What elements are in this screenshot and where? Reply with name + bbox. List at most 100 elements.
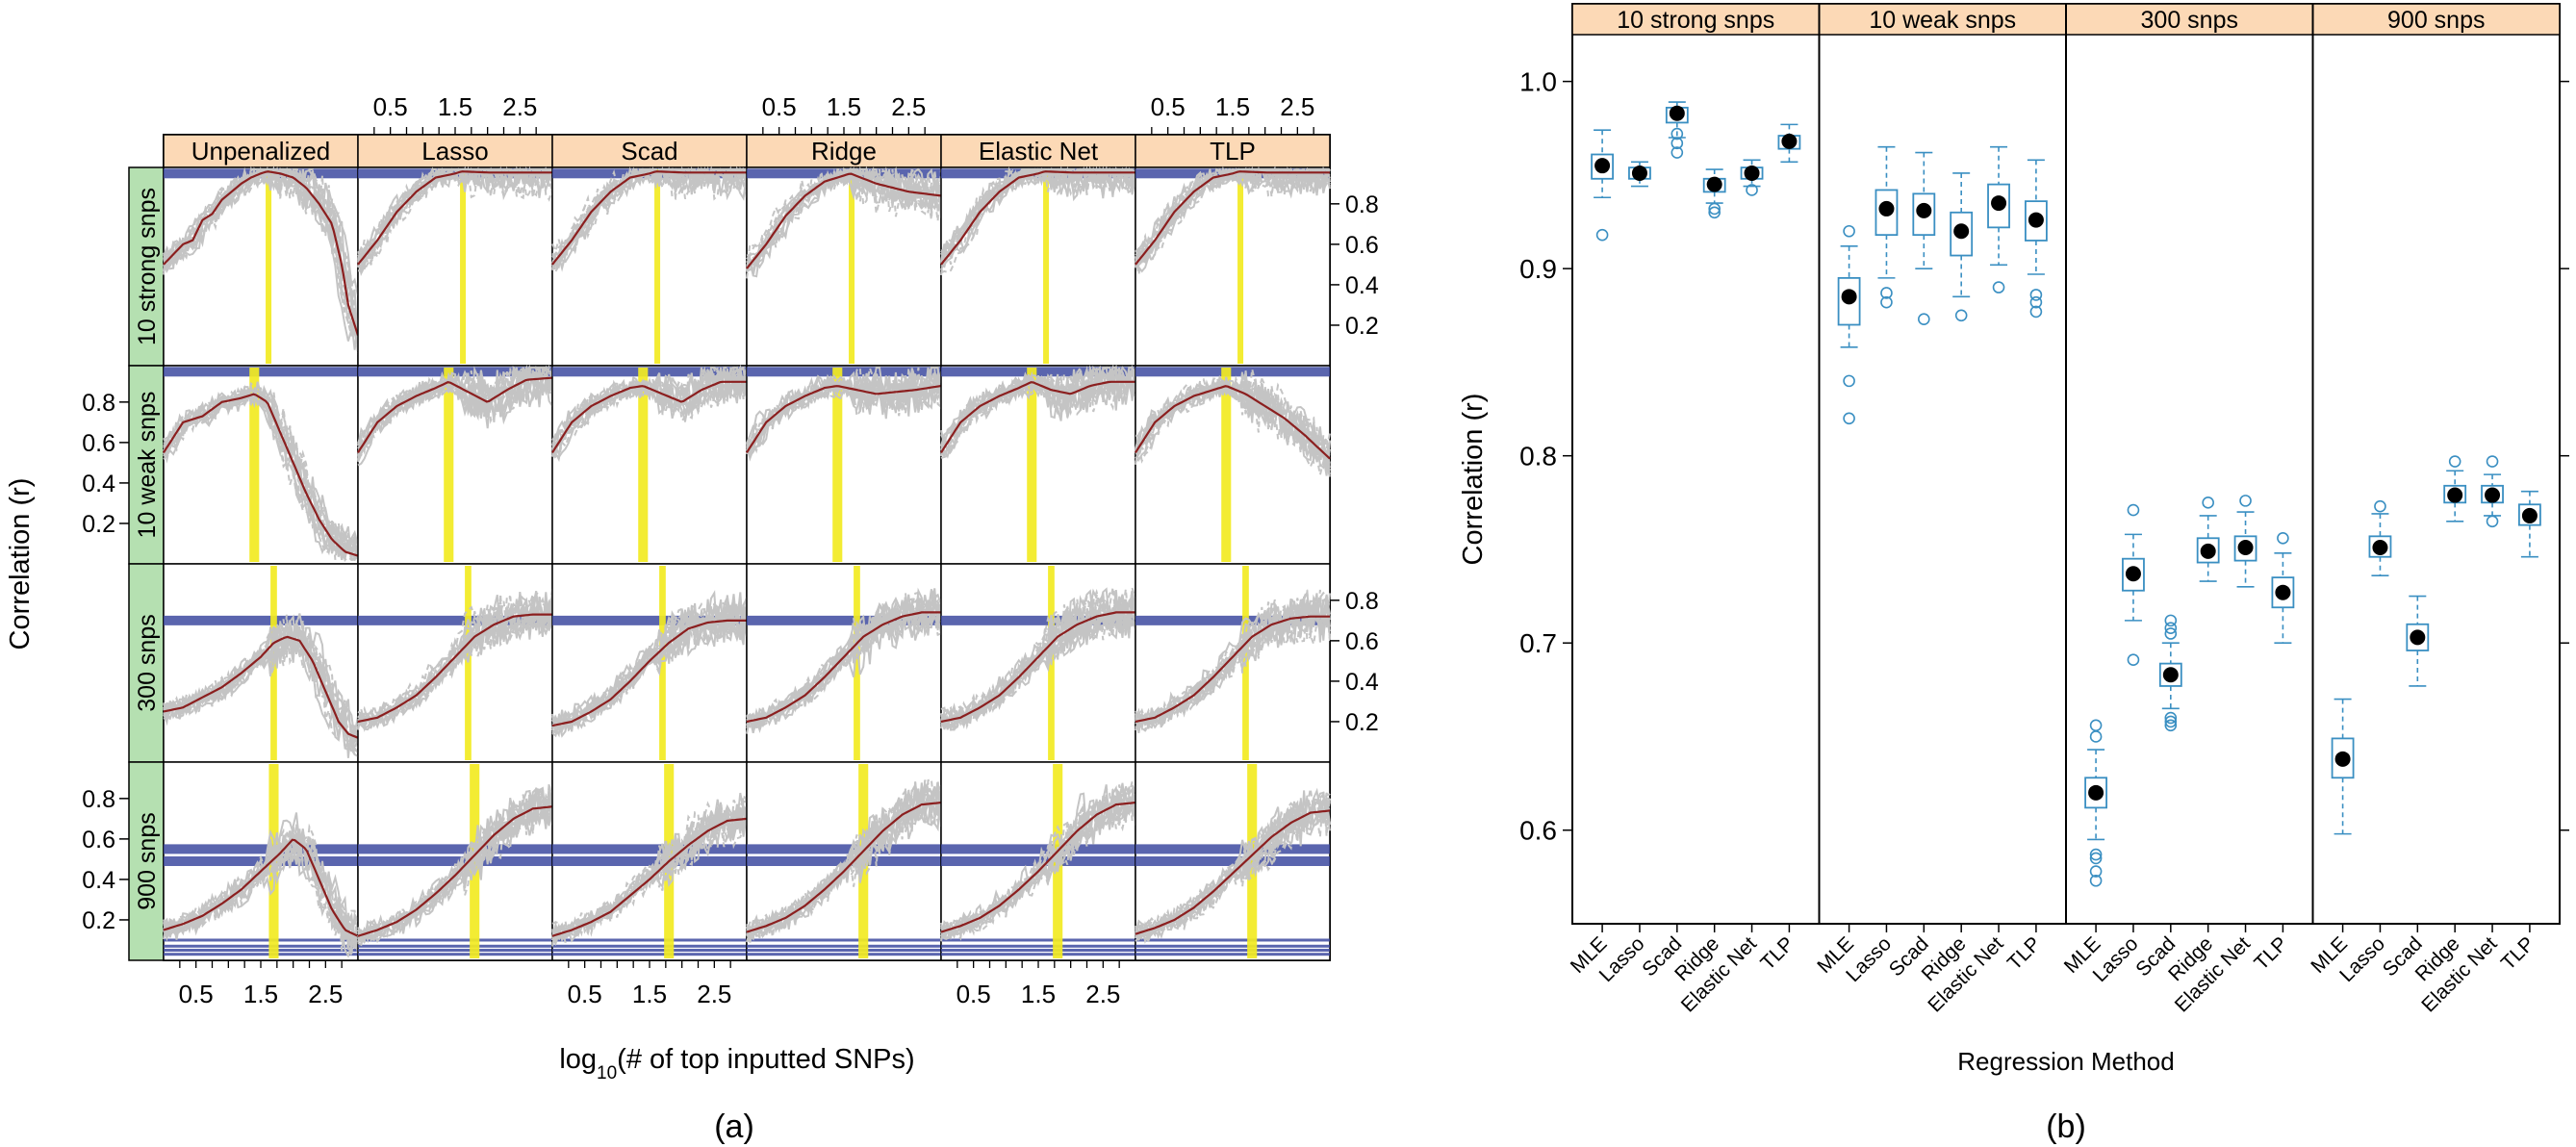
box-10-weak-snps-ridge	[1950, 172, 1974, 322]
replicate-curve	[940, 796, 1136, 941]
cell-10-weak-snps-lasso	[357, 364, 553, 565]
outlier-point	[1918, 313, 1930, 325]
replicate-curve	[746, 167, 942, 276]
replicate-curve	[357, 167, 552, 272]
mean-curve	[163, 170, 360, 336]
replicate-curve	[940, 368, 1136, 456]
median-point	[2275, 584, 2291, 600]
outlier-point	[1843, 412, 1855, 425]
replicate-curve	[940, 166, 1136, 274]
mean-curve	[1135, 809, 1331, 935]
strip-label-10-weak-snps: 10 weak snps	[1869, 7, 2016, 34]
cell-10-weak-snps-ridge	[746, 364, 942, 565]
y-tick-label: 0.7	[1519, 628, 1557, 658]
x-tick-label-tlp: TLP	[2250, 932, 2291, 974]
strip-label-scad: Scad	[621, 137, 677, 166]
optimum-bar	[460, 169, 467, 364]
replicate-curve	[746, 784, 942, 933]
replicate-curve	[357, 366, 552, 455]
replicate-curve	[551, 600, 748, 734]
strip-tlp	[1135, 134, 1331, 168]
replicate-curve	[357, 588, 553, 728]
box-10-weak-snps-mle	[1837, 224, 1861, 425]
x-tick-label: 1.5	[1215, 92, 1250, 121]
blue-band	[552, 953, 747, 956]
outlier-point	[2277, 531, 2289, 545]
row-strip-900-snps	[128, 761, 165, 961]
mean-curve	[163, 838, 359, 937]
replicate-curve	[551, 367, 748, 457]
blue-band	[164, 615, 358, 625]
y-tick-label: 0.2	[82, 907, 115, 934]
replicate-curve	[746, 377, 942, 451]
cell-10-strong-snps-lasso	[357, 166, 553, 367]
blue-band	[941, 938, 1135, 942]
mean-curve	[1135, 615, 1330, 724]
cell-900-snps-unpenalized	[163, 761, 359, 961]
blue-band	[552, 367, 747, 377]
box-300-snps-scad	[2158, 614, 2182, 732]
blue-band	[164, 367, 358, 377]
y-tick-label: 0.8	[82, 390, 115, 417]
mean-curve	[940, 611, 1135, 724]
blue-band	[358, 948, 552, 952]
cell-300-snps-ridge	[746, 563, 942, 763]
x-tick-label: 1.5	[632, 980, 667, 1008]
y-tick-label: 0.6	[1345, 232, 1379, 259]
optimum-bar	[249, 368, 260, 562]
mean-curve	[551, 170, 747, 266]
y-tick-label: 0.8	[1345, 588, 1379, 615]
mean-curve	[940, 170, 1135, 266]
blue-band	[552, 856, 747, 866]
cell-10-weak-snps-scad	[551, 364, 748, 565]
median-point	[2372, 540, 2388, 556]
replicate-curve	[163, 168, 359, 322]
outlier-point	[2089, 852, 2103, 865]
box-10-weak-snps-tlp	[2025, 159, 2048, 319]
optimum-bar	[1247, 764, 1258, 958]
outlier-point	[2164, 614, 2178, 627]
blue-band	[1135, 948, 1330, 952]
box-10-strong-snps-ridge	[1702, 168, 1726, 219]
x-tick-label: 1.5	[827, 92, 861, 121]
y-tick-label: 0.2	[1345, 709, 1379, 736]
cell-frame	[551, 166, 748, 367]
mean-curve	[163, 635, 359, 739]
strip-label-900-snps: 900 snps	[2387, 7, 2485, 34]
outlier-point	[1992, 281, 2005, 293]
replicate-curve	[940, 366, 1136, 459]
blue-band	[1135, 856, 1330, 866]
x-tick-label-tlp: TLP	[2003, 932, 2045, 974]
outlier-point	[2202, 497, 2214, 509]
blue-band	[941, 615, 1135, 625]
outlier-point	[1880, 295, 1893, 309]
outlier-point	[1954, 309, 1968, 322]
mean-curve	[746, 172, 942, 269]
outlier-point	[2164, 719, 2178, 732]
y-tick-label: 0.4	[82, 867, 115, 894]
cell-10-strong-snps-elastic-net	[940, 166, 1136, 367]
replicate-curve	[551, 601, 748, 730]
median-point	[2410, 629, 2426, 646]
outlier-point	[1671, 146, 1684, 159]
replicate-curve	[163, 624, 359, 745]
optimum-bar	[832, 368, 843, 562]
replicate-curve	[746, 366, 942, 458]
strip-label-10-strong-snps: 10 strong snps	[1617, 7, 1774, 34]
blue-band	[747, 367, 941, 377]
mean-curve	[940, 380, 1135, 453]
mean-curve	[746, 611, 941, 724]
cell-300-snps-tlp	[1135, 563, 1331, 763]
blue-band	[941, 856, 1135, 866]
replicate-curve	[163, 386, 359, 561]
median-point	[2088, 784, 2104, 801]
replicate-curve	[551, 166, 748, 264]
box-10-weak-snps-scad	[1912, 151, 1936, 325]
optimum-bar	[1043, 169, 1050, 364]
replicate-curve	[163, 830, 359, 956]
replicate-curve	[551, 167, 748, 265]
replicate-curve	[940, 166, 1136, 261]
blue-band	[941, 844, 1135, 854]
optimum-bar	[1027, 368, 1037, 562]
cell-frame	[1135, 166, 1331, 367]
